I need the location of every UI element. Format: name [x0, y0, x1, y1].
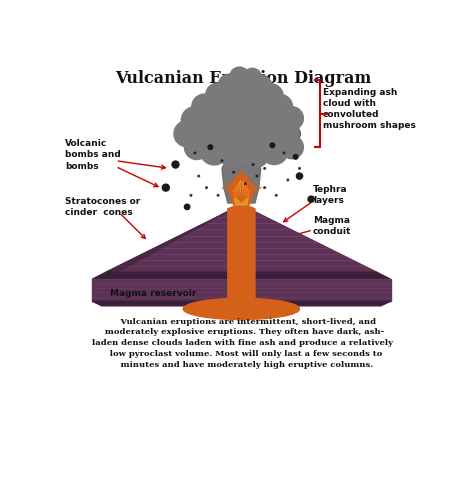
Circle shape	[280, 107, 303, 130]
Circle shape	[262, 107, 291, 136]
Circle shape	[280, 136, 303, 159]
Circle shape	[231, 123, 264, 155]
Circle shape	[192, 122, 221, 152]
Text: Tephra
layers: Tephra layers	[313, 185, 348, 205]
Circle shape	[258, 84, 283, 109]
Circle shape	[178, 124, 196, 143]
Polygon shape	[106, 205, 241, 273]
Circle shape	[233, 74, 259, 99]
Circle shape	[308, 196, 314, 202]
Circle shape	[206, 187, 207, 188]
Text: Magma reservoir: Magma reservoir	[109, 289, 196, 298]
Circle shape	[227, 94, 260, 127]
Ellipse shape	[183, 298, 300, 319]
Circle shape	[233, 171, 235, 173]
Circle shape	[194, 152, 196, 154]
Circle shape	[243, 68, 262, 87]
Circle shape	[190, 194, 192, 196]
Polygon shape	[92, 279, 391, 301]
Circle shape	[184, 135, 209, 159]
Circle shape	[280, 111, 296, 126]
Text: Vulcanian eruptions are intermittent, short-lived, and
 moderately explosive eru: Vulcanian eruptions are intermittent, sh…	[92, 318, 393, 369]
Circle shape	[293, 154, 298, 159]
Circle shape	[299, 168, 301, 169]
Circle shape	[264, 187, 265, 188]
Polygon shape	[234, 180, 249, 205]
Polygon shape	[228, 172, 255, 205]
Circle shape	[240, 108, 273, 141]
Polygon shape	[92, 301, 391, 306]
Circle shape	[219, 108, 253, 142]
Polygon shape	[92, 273, 391, 279]
Circle shape	[275, 194, 277, 196]
Polygon shape	[106, 205, 377, 273]
Circle shape	[209, 94, 239, 123]
Circle shape	[250, 75, 272, 96]
Circle shape	[264, 168, 265, 169]
Circle shape	[198, 175, 200, 177]
Circle shape	[217, 194, 219, 196]
Circle shape	[208, 145, 213, 150]
Circle shape	[273, 121, 299, 147]
Circle shape	[184, 204, 190, 210]
Circle shape	[296, 173, 302, 179]
Circle shape	[252, 164, 254, 165]
Circle shape	[268, 94, 292, 119]
Circle shape	[201, 137, 228, 165]
Text: Volcanic
bombs and
bombs: Volcanic bombs and bombs	[65, 139, 121, 171]
Polygon shape	[214, 149, 268, 203]
Text: Magma
conduit: Magma conduit	[313, 216, 351, 236]
Text: Stratocones or
cinder  cones: Stratocones or cinder cones	[65, 197, 140, 217]
Circle shape	[261, 138, 288, 164]
Circle shape	[219, 138, 248, 168]
Circle shape	[287, 179, 289, 181]
Polygon shape	[228, 204, 255, 306]
Circle shape	[230, 67, 249, 87]
Circle shape	[283, 125, 300, 142]
Circle shape	[245, 183, 246, 184]
Circle shape	[248, 95, 277, 124]
Circle shape	[186, 112, 203, 129]
Circle shape	[218, 74, 241, 97]
Circle shape	[240, 138, 270, 168]
Circle shape	[182, 107, 209, 134]
Circle shape	[197, 99, 212, 115]
Circle shape	[283, 152, 285, 154]
Circle shape	[174, 121, 201, 147]
Circle shape	[206, 83, 230, 108]
Circle shape	[252, 122, 281, 152]
Circle shape	[210, 123, 242, 155]
Circle shape	[221, 160, 223, 161]
Circle shape	[270, 143, 275, 148]
Circle shape	[192, 94, 218, 120]
Text: Expanding ash
cloud with
convoluted
mushroom shapes: Expanding ash cloud with convoluted mush…	[323, 88, 416, 130]
Circle shape	[172, 161, 179, 168]
Circle shape	[256, 175, 258, 177]
Text: Vulcanian Eruption Diagram: Vulcanian Eruption Diagram	[115, 70, 371, 87]
Circle shape	[238, 83, 268, 112]
Circle shape	[222, 83, 249, 111]
Circle shape	[199, 108, 230, 138]
Circle shape	[162, 184, 169, 191]
